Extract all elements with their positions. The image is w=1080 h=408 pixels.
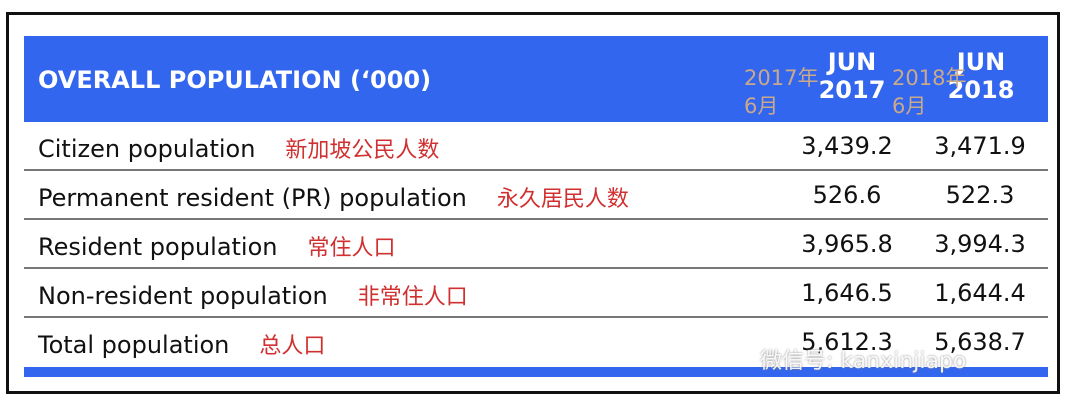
col-header-2017: JUN 2017 [807, 48, 897, 104]
col-header-2018: JUN 2018 [936, 48, 1026, 104]
row-label-cn: 非常住人口 [357, 285, 468, 310]
table-row: Non-resident population 非常住人口 1,646.5 1,6… [24, 269, 1048, 318]
watermark: 微信号: kanxinjiapo [760, 349, 967, 374]
row-label-cn: 新加坡公民人数 [285, 138, 440, 163]
value-2018: 5,638.7 [934, 328, 1026, 356]
col-cn-2017: 2017年 6月 [744, 64, 818, 120]
value-2018: 3,994.3 [934, 230, 1026, 258]
cn-year: 2017年 [744, 66, 819, 90]
table-title: OVERALL POPULATION (‘000) [38, 66, 432, 94]
value-2018: 1,644.4 [934, 279, 1026, 307]
value-2017: 5,612.3 [801, 328, 893, 356]
row-label-cn: 常住人口 [307, 236, 396, 261]
row-label-en: Resident population [38, 233, 278, 261]
cn-month: 6月 [892, 94, 927, 118]
row-label-cn: 总人口 [259, 334, 326, 359]
row-label: Permanent resident (PR) population 永久居民人数 [38, 181, 629, 213]
value-2017: 3,439.2 [801, 132, 893, 160]
table-row: Resident population 常住人口 3,965.8 3,994.3 [24, 220, 1048, 269]
table-row: Citizen population 新加坡公民人数 3,439.2 3,471.… [24, 122, 1048, 171]
cn-month: 6月 [744, 94, 779, 118]
footer-bar [24, 367, 1048, 377]
row-label: Resident population 常住人口 [38, 230, 396, 262]
value-2017: 3,965.8 [801, 230, 893, 258]
value-2017: 1,646.5 [801, 279, 893, 307]
row-label: Non-resident population 非常住人口 [38, 279, 468, 311]
col-month: JUN [827, 48, 877, 76]
cn-year: 2018年 [892, 66, 967, 90]
col-year: 2018 [947, 76, 1015, 104]
table-header: OVERALL POPULATION (‘000) JUN 2017 JUN 201… [24, 36, 1048, 122]
table-frame [6, 12, 1060, 394]
value-2018: 3,471.9 [934, 132, 1026, 160]
row-label-en: Total population [38, 331, 230, 359]
row-label-cn: 永久居民人数 [496, 187, 629, 212]
row-label: Total population 总人口 [38, 328, 325, 360]
row-label-en: Non-resident population [38, 282, 328, 310]
col-cn-2018: 2018年 6月 [892, 64, 966, 120]
table-row: Total population 总人口 5,612.3 5,638.7 [24, 318, 1048, 367]
row-label: Citizen population 新加坡公民人数 [38, 132, 439, 164]
row-label-en: Permanent resident (PR) population [38, 184, 467, 212]
col-year: 2017 [818, 76, 886, 104]
row-label-en: Citizen population [38, 135, 256, 163]
value-2018: 522.3 [945, 181, 1015, 209]
col-month: JUN [956, 48, 1006, 76]
value-2017: 526.6 [812, 181, 882, 209]
table-row: Permanent resident (PR) population 永久居民人数… [24, 171, 1048, 220]
